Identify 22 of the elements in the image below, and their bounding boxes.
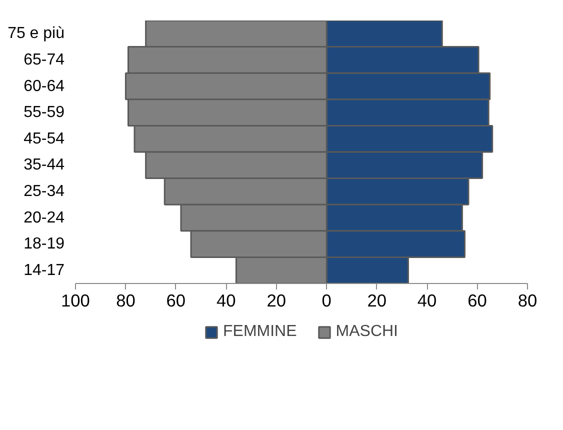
y-tick-label: 35-44 (24, 156, 65, 174)
y-tick-label: 65-74 (24, 51, 65, 68)
legend-label: MASCHI (336, 323, 398, 341)
x-tick-label: 40 (216, 290, 236, 310)
y-tick-label: 20-24 (24, 209, 65, 226)
x-tick-label: 20 (367, 290, 386, 310)
y-tick-label: 18-19 (24, 236, 65, 253)
y-tick-label: 45-54 (24, 130, 65, 148)
x-tick-label: 80 (518, 290, 538, 310)
x-tick-label: 40 (417, 290, 437, 310)
x-tick-label: 60 (166, 290, 186, 310)
x-tick-label: 80 (116, 290, 136, 310)
x-tick-label: 20 (266, 290, 286, 310)
x-tick-label: 0 (322, 290, 332, 310)
legend-label: FEMMINE (222, 323, 297, 341)
y-tick-label: 55-59 (24, 104, 65, 122)
x-tick-label: 60 (468, 290, 487, 310)
y-tick-label: 14-17 (24, 262, 65, 279)
y-tick-label: 75 e più (8, 25, 64, 42)
y-tick-label: 60-64 (24, 78, 65, 95)
y-tick-label: 25-34 (24, 182, 65, 200)
x-tick-label: 100 (61, 290, 90, 310)
